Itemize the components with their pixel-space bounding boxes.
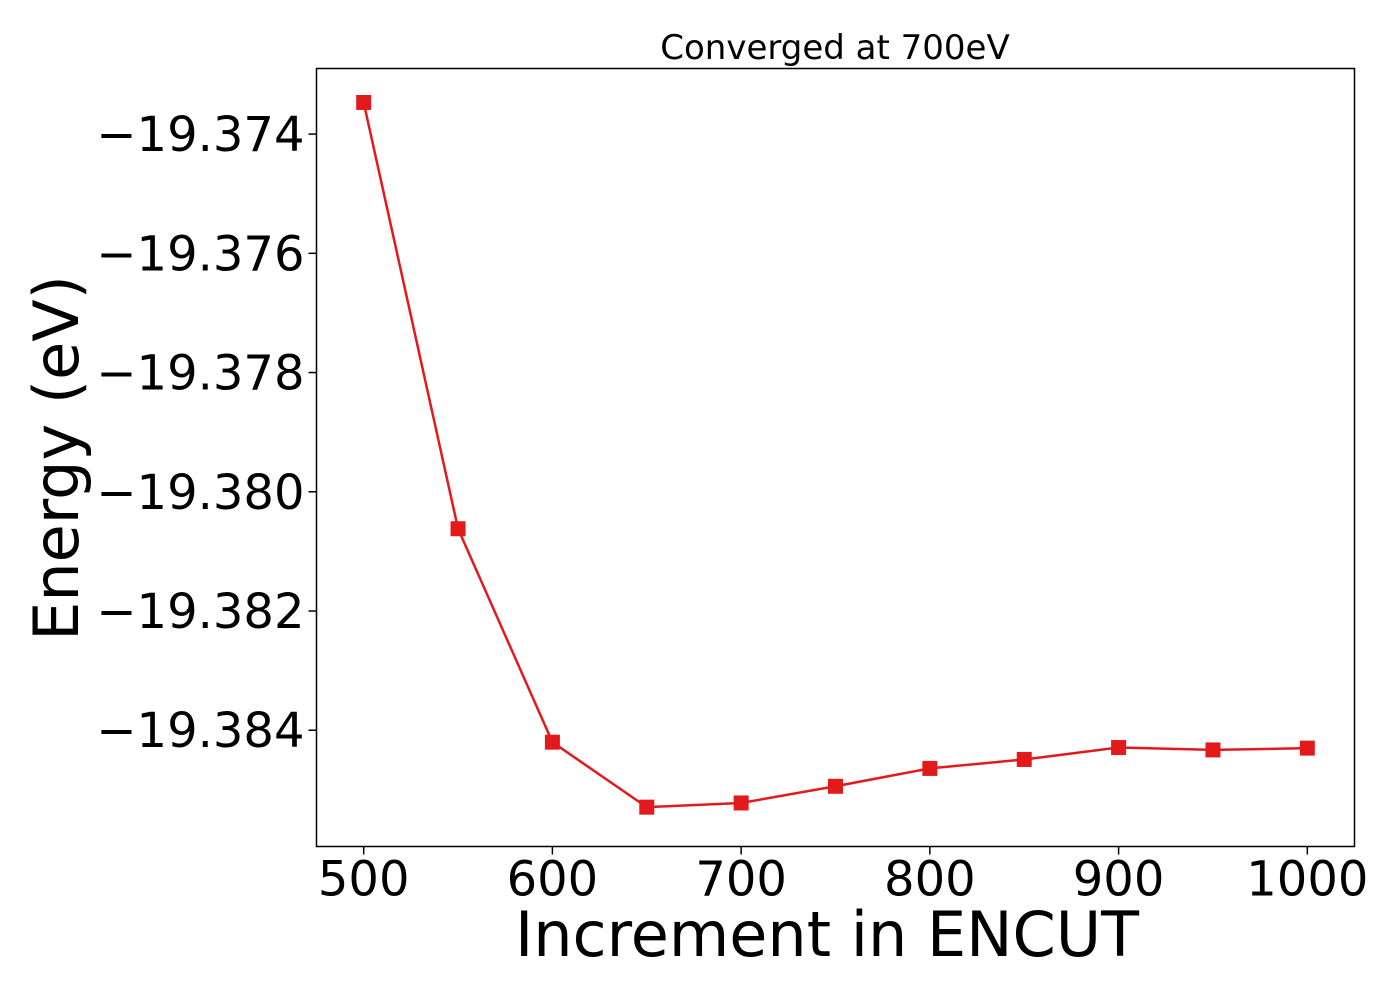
data-point-marker bbox=[922, 760, 938, 776]
series-layer bbox=[356, 94, 1315, 815]
x-axis: 500 600 700 800 900 1000 bbox=[318, 846, 1368, 908]
data-point-marker bbox=[450, 521, 466, 537]
y-axis-label: Energy (eV) bbox=[20, 275, 93, 641]
data-point-marker bbox=[639, 799, 655, 815]
x-tick-label: 900 bbox=[1073, 852, 1165, 908]
x-tick-label: 500 bbox=[318, 852, 410, 908]
plot-frame bbox=[315, 67, 1356, 848]
x-tick-label: 800 bbox=[884, 852, 976, 908]
y-tick-label: −19.376 bbox=[96, 226, 304, 282]
x-axis-label: Increment in ENCUT bbox=[515, 898, 1140, 971]
data-point-marker bbox=[1299, 740, 1315, 756]
y-tick-label: −19.374 bbox=[96, 107, 304, 163]
data-point-marker bbox=[733, 795, 749, 811]
y-axis: −19.374 −19.376 −19.378 −19.380 −19.382 −19.3… bbox=[96, 107, 317, 759]
y-tick-label: −19.378 bbox=[96, 346, 304, 402]
y-tick-label: −19.382 bbox=[96, 584, 304, 640]
x-tick-label: 700 bbox=[695, 852, 787, 908]
data-point-marker bbox=[544, 734, 560, 750]
data-point-marker bbox=[356, 94, 372, 110]
y-tick-label: −19.384 bbox=[96, 703, 304, 759]
data-point-marker bbox=[828, 778, 843, 794]
chart-title: Converged at 700eV bbox=[660, 28, 1009, 68]
y-tick-label: −19.380 bbox=[96, 465, 304, 521]
data-point-marker bbox=[1205, 742, 1221, 758]
x-tick-label: 600 bbox=[507, 852, 599, 908]
x-tick-label: 1000 bbox=[1246, 852, 1368, 908]
data-point-marker bbox=[1111, 740, 1127, 756]
data-point-marker bbox=[1016, 751, 1032, 767]
